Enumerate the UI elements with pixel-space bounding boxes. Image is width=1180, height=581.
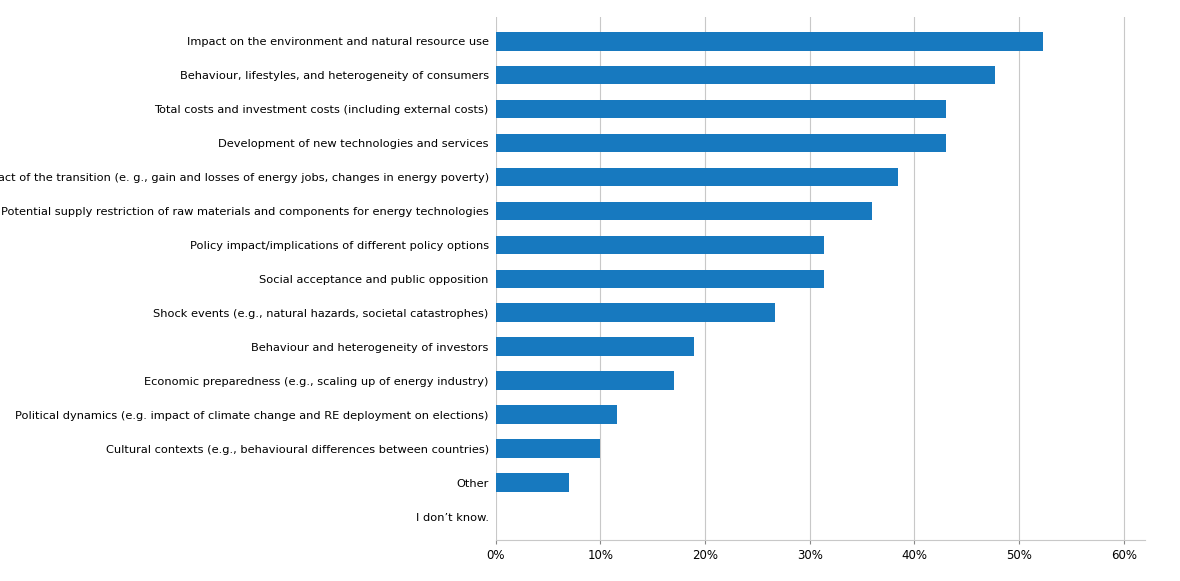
Bar <box>496 270 825 288</box>
Bar <box>496 32 1043 51</box>
Bar <box>496 134 945 152</box>
Bar <box>496 439 601 458</box>
Bar <box>496 474 569 492</box>
Bar <box>496 338 695 356</box>
Bar <box>496 303 775 322</box>
Bar <box>496 168 898 187</box>
Bar <box>496 371 674 390</box>
Bar <box>496 66 995 84</box>
Bar <box>496 100 945 119</box>
Bar <box>496 202 872 220</box>
Bar <box>496 235 825 254</box>
Bar <box>496 406 617 424</box>
